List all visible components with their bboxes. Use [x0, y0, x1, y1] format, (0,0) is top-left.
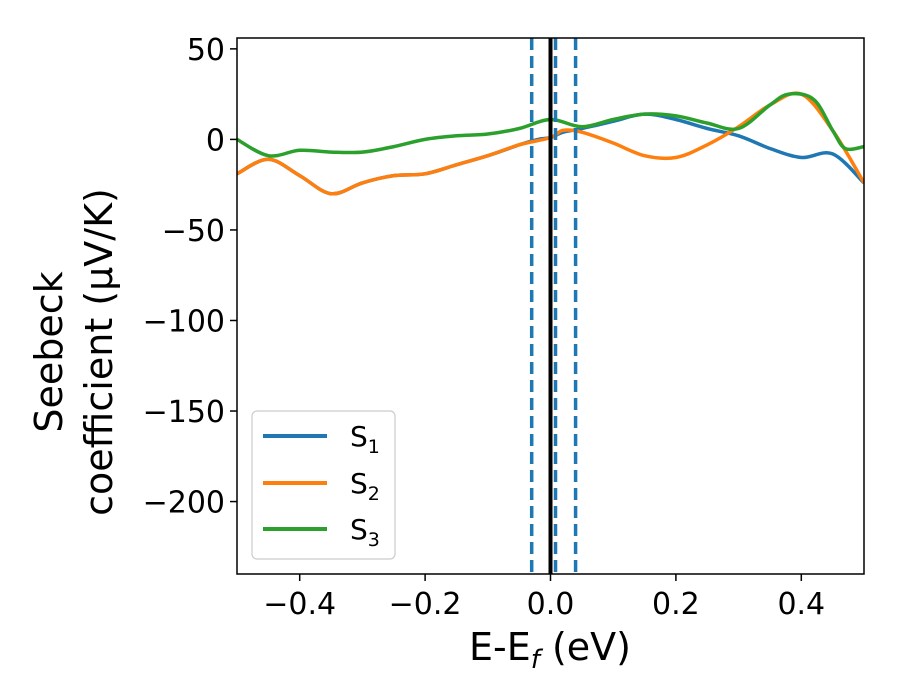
y-tick-label-4: −150	[143, 395, 225, 430]
legend-label-s2: S2	[350, 467, 380, 505]
x-tick-label-4: 0.4	[777, 587, 825, 622]
y-tick-label-0: 50	[187, 33, 225, 68]
y-tick-label-3: −100	[143, 304, 225, 339]
x-tick-label-3: 0.2	[652, 587, 700, 622]
series-line-s2	[237, 91, 864, 196]
y-tick-label-2: −50	[162, 214, 225, 249]
y-tick-label-5: −200	[143, 486, 225, 521]
y-tick-label-1: 0	[206, 123, 225, 158]
legend-label-s3: S3	[350, 513, 380, 551]
legend-label-s1: S1	[350, 420, 380, 458]
x-axis-label: E-Ef (eV)	[469, 625, 631, 675]
y-axis-label-line2: coefficient (μV/K)	[77, 188, 121, 516]
x-tick-label-2: 0.0	[527, 587, 575, 622]
y-axis-label: Seebeck coefficient (μV/K)	[27, 188, 121, 516]
y-axis-label-line1: Seebeck	[27, 271, 71, 432]
legend: S1 S2 S3	[251, 410, 396, 560]
x-tick-label-0: −0.4	[263, 587, 336, 622]
series-line-s3	[237, 91, 864, 158]
x-tick-label-1: −0.2	[389, 587, 462, 622]
